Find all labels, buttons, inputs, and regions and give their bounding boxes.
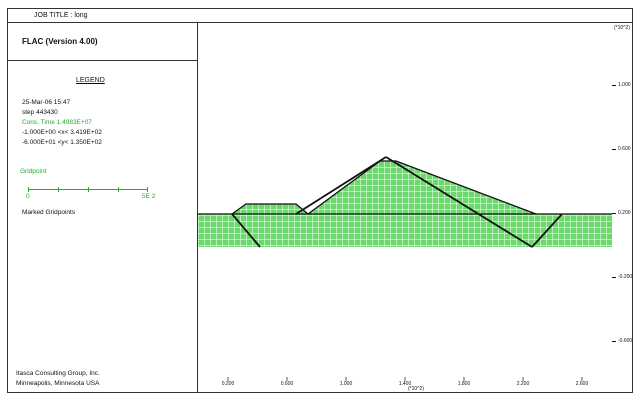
scale-max-label: 5E 2 — [142, 193, 156, 200]
y-tick-label: 0.200 — [618, 210, 631, 216]
legend-date: 25-Mar-06 15:47 — [22, 99, 71, 106]
x-tick-label: 1.800 — [458, 381, 471, 387]
y-tick-mark — [612, 277, 616, 278]
legend-y-range: -6.000E+01 <y< 1.350E+02 — [22, 139, 102, 146]
y-tick-mark — [612, 213, 616, 214]
x-tick-label: 1.000 — [340, 381, 353, 387]
app-title: FLAC (Version 4.00) — [8, 23, 197, 61]
inner-structure-lines — [231, 156, 563, 248]
x-tick-label: 2.200 — [517, 381, 530, 387]
y-axis: (*10^2) 1.000 0.600 0.200 -0.200 -0.600 — [612, 23, 632, 392]
plot-area: 0.2000.6001.0001.4001.8002.2002.6003.000… — [198, 156, 612, 392]
scale-min-label: 0 — [26, 193, 30, 200]
y-tick-mark — [612, 149, 616, 150]
gridpoint-label: Gridpoint — [20, 168, 47, 175]
y-axis-exponent: (*10^2) — [614, 25, 630, 31]
mesh-grid — [198, 161, 612, 247]
y-tick-label: 1.000 — [618, 82, 631, 88]
x-axis-exponent: (*10^2) — [408, 386, 424, 392]
legend-panel: FLAC (Version 4.00) LEGEND 25-Mar-06 15:… — [8, 23, 198, 392]
y-tick-mark — [612, 85, 616, 86]
footer-line-1: Itasca Consulting Group, Inc. — [16, 370, 100, 377]
x-tick-label: 1.400 — [399, 381, 412, 387]
footer-line-2: Minneapolis, Minnesota USA — [16, 380, 100, 387]
y-tick-mark — [612, 341, 616, 342]
y-tick-label: -0.200 — [618, 274, 633, 280]
x-tick-label: 0.200 — [222, 381, 235, 387]
legend-title: LEGEND — [76, 77, 105, 84]
gridpoint-scale-bar — [28, 187, 148, 192]
x-tick-label: 0.600 — [281, 381, 294, 387]
legend-cons-time: Cons. Time 1.4983E+07 — [22, 119, 92, 126]
y-tick-label: 0.600 — [618, 146, 631, 152]
flac-plot-window: JOB TITLE : long FLAC (Version 4.00) LEG… — [7, 8, 633, 393]
y-tick-label: -0.600 — [618, 338, 633, 344]
legend-step: step 443430 — [22, 109, 58, 116]
legend-x-range: -1.000E+00 <x< 3.419E+02 — [22, 129, 102, 136]
marked-gridpoints-label: Marked Gridpoints — [22, 209, 76, 216]
x-tick-label: 2.600 — [576, 381, 589, 387]
job-title-bar: JOB TITLE : long — [8, 9, 632, 23]
